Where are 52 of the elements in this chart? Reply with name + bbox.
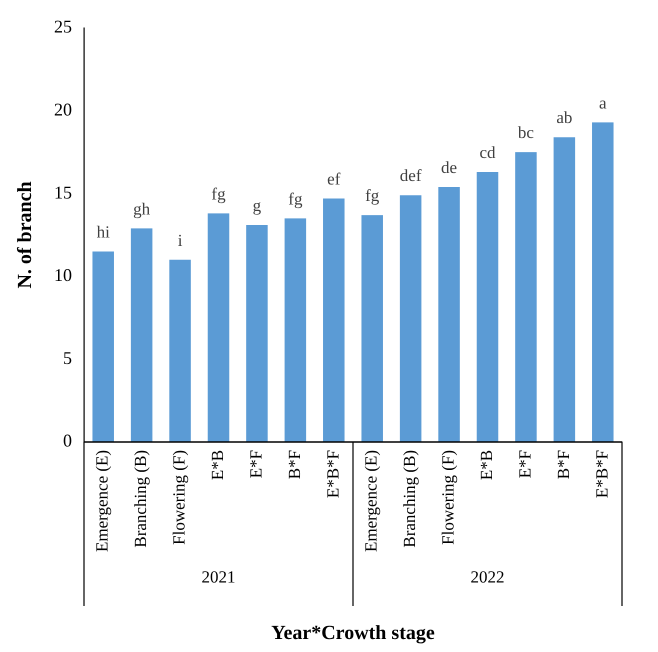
data-label: i <box>178 230 183 250</box>
data-label: de <box>441 158 458 177</box>
x-tick-label: Emergence (E) <box>362 450 381 552</box>
x-tick-label: E*B*F <box>323 450 342 498</box>
x-tick-label: B*F <box>554 450 573 480</box>
data-label: a <box>599 93 608 112</box>
bar <box>246 225 268 442</box>
data-label: ef <box>327 169 341 188</box>
data-label: cd <box>479 143 496 162</box>
y-tick-label: 5 <box>63 348 72 368</box>
bar <box>476 172 498 442</box>
y-axis-title: N. of branch <box>14 181 36 289</box>
bar <box>554 137 576 442</box>
bar <box>284 218 306 442</box>
y-tick-label: 15 <box>54 182 72 202</box>
x-tick-label: Branching (B) <box>131 450 150 548</box>
bar <box>592 122 614 442</box>
bar <box>323 198 345 442</box>
data-label: gh <box>133 199 151 218</box>
data-label: ab <box>556 108 572 128</box>
x-tick-label: Flowering (F) <box>170 450 189 545</box>
bar <box>130 228 152 442</box>
data-label: bc <box>518 123 534 142</box>
bar <box>92 252 114 442</box>
x-tick-label: Flowering (F) <box>438 450 458 545</box>
bar <box>438 186 460 442</box>
y-tick-label: 20 <box>54 100 72 120</box>
x-tick-label: E*F <box>515 450 534 478</box>
bar <box>361 215 383 442</box>
x-axis-title: Year*Crowth stage <box>271 622 435 644</box>
x-tick-label: Branching (B) <box>400 450 420 548</box>
x-tick-label: Emergence (E) <box>92 450 112 552</box>
y-tick-label: 0 <box>63 430 72 451</box>
data-label: g <box>252 196 262 215</box>
x-tick-label: E*B <box>476 450 496 480</box>
data-label: fg <box>365 186 380 206</box>
data-label: hi <box>96 222 110 242</box>
bar <box>169 260 191 442</box>
text: 2022 <box>470 567 504 586</box>
x-tick-label: E*F <box>246 450 266 478</box>
x-tick-label: B*F <box>284 450 304 480</box>
bar <box>400 195 422 442</box>
bar <box>515 152 537 442</box>
y-tick-label: 25 <box>54 16 72 37</box>
x-tick-label: E*B*F <box>592 450 612 498</box>
bar <box>208 213 230 442</box>
y-tick-label: 10 <box>54 265 72 286</box>
x-tick-label: E*B <box>208 450 227 480</box>
text: 2021 <box>202 567 236 586</box>
data-label: def <box>400 166 422 186</box>
data-label: fg <box>288 189 303 208</box>
data-label: fg <box>211 184 226 204</box>
